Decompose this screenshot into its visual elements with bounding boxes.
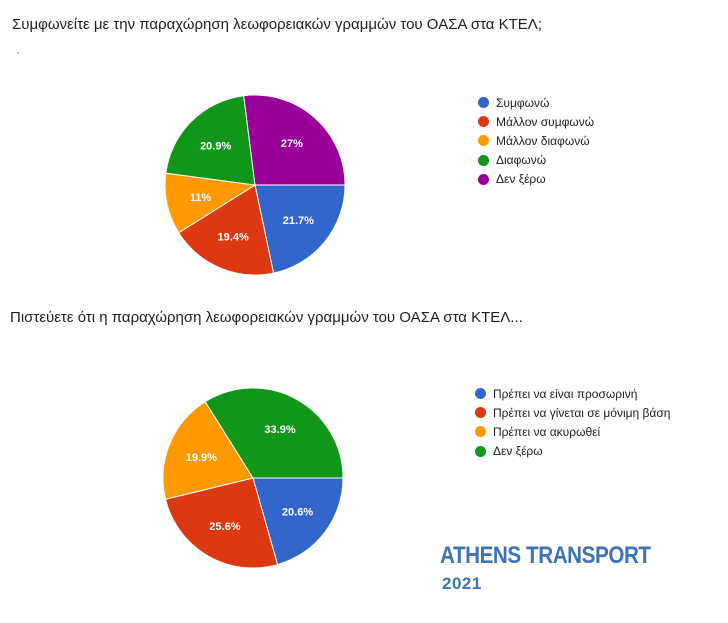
chart-2-slice-label-2: 25.6% [209,521,240,533]
chart-2-slice-3 [162,401,254,500]
legend-swatch [475,426,486,438]
legend-label: Πρέπει να ακυρωθεί [493,424,601,439]
legend-swatch [478,154,489,166]
chart-1-slice-5 [243,94,346,186]
chart-2-legend-item-1: Πρέπει να είναι προσωρινή [475,384,670,403]
legend-swatch [475,407,486,419]
chart-2-slice-1 [252,477,344,566]
brand-year: 2021 [442,574,482,593]
chart-2-slice-label-3: 19.9% [186,452,217,464]
legend-swatch [475,388,486,400]
legend-swatch [478,135,489,147]
legend-label: Δεν ξέρω [493,444,543,459]
chart-2-legend: Πρέπει να είναι προσωρινή Πρέπει να γίνετ… [475,384,670,461]
chart-1-slice-label-2: 19.4% [218,231,249,243]
legend-swatch [475,445,486,457]
chart-2-slice-2 [164,477,279,569]
chart-2-slice-label-4: 33.9% [264,424,295,436]
legend-label: Διαφωνώ [496,153,547,168]
chart-1-slice-label-3: 11% [190,192,212,204]
chart-1-legend-item-2: Μάλλον συμφωνώ [478,112,594,131]
chart-1-slice-label-5: 27% [281,138,303,150]
chart-2-legend-item-2: Πρέπει να γίνεται σε μόνιμη βάση [475,403,670,422]
legend-label: Πρέπει να γίνεται σε μόνιμη βάση [493,405,671,420]
brand-name: ATHENS TRANSPORT [440,542,651,569]
chart-1-legend-item-5: Δεν ξέρω [478,170,594,189]
chart-1-legend-item-1: Συμφωνώ [478,93,594,112]
chart-1-slice-2 [178,184,275,276]
chart-2-slice-label-1: 20.6% [282,507,313,519]
chart-1-slice-label-4: 20.9% [200,140,231,152]
chart-2-legend-item-4: Δεν ξέρω [475,442,670,461]
stray-dot [17,52,19,54]
legend-label: Μάλλον συμφωνώ [496,114,595,129]
chart-1-legend-item-3: Μάλλον διαφωνώ [478,131,594,150]
legend-label: Πρέπει να είναι προσωρινή [493,386,638,401]
chart-1-title: Συμφωνείτε με την παραχώρηση λεωφορειακώ… [12,16,542,33]
legend-label: Μάλλον διαφωνώ [496,133,590,148]
legend-swatch [478,97,489,109]
chart-1-slice-4 [165,95,256,186]
legend-label: Συμφωνώ [496,95,550,110]
brand-logo: ATHENS TRANSPORT 2021 [440,542,685,594]
pie-chart-1: 21.7% 19.4% 11% 20.9% 27% [164,94,346,276]
legend-swatch [478,116,489,128]
legend-label: Δεν ξέρω [496,172,546,187]
chart-2-legend-item-3: Πρέπει να ακυρωθεί [475,422,670,441]
chart-1-legend-item-4: Διαφωνώ [478,151,594,170]
legend-swatch [478,173,489,185]
chart-2-slice-4 [204,387,344,479]
chart-2-title: Πιστεύετε ότι η παραχώρηση λεωφορειακών … [10,309,523,326]
chart-1-slice-1 [254,184,346,274]
chart-1-legend: Συμφωνώ Μάλλον συμφωνώ Μάλλον διαφωνώ Διαφω… [478,93,594,189]
pie-chart-2: 20.6% 25.6% 19.9% 33.9% [162,387,344,569]
chart-1-slice-label-1: 21.7% [283,215,314,227]
